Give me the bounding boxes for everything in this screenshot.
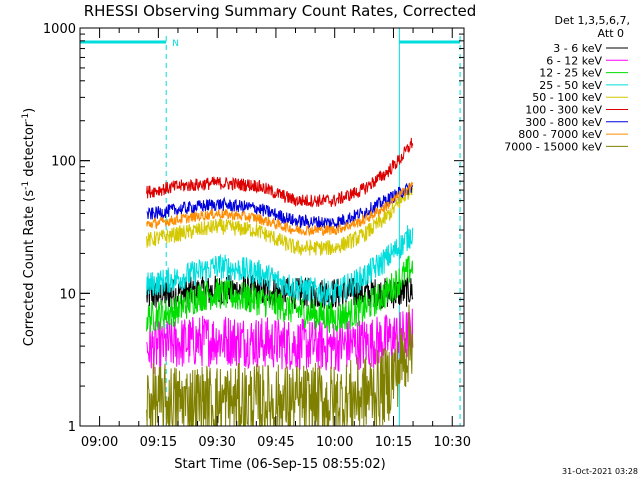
x-tick-label-3: 09:30: [198, 435, 235, 450]
series-line-1: [146, 274, 414, 310]
legend-label-7: 300 - 800 keV: [525, 116, 602, 129]
y-axis-label: Corrected Count Rate (s-1 detector-1): [21, 108, 37, 346]
series-line-3: [146, 255, 414, 333]
x-tick-label-1: 09:00: [81, 435, 118, 450]
legend-label-9: 7000 - 15000 keV: [504, 140, 602, 153]
x-tick-label-5: 10:00: [316, 435, 353, 450]
plot-frame: [79, 27, 465, 427]
x-tick-label-6: 10:15: [375, 435, 412, 450]
legend-label-1: 3 - 6 keV: [553, 42, 602, 55]
x-axis-label: Start Time (06-Sep-15 08:55:02): [174, 457, 385, 472]
footer-date: 31-Oct-2021 03:28: [562, 467, 638, 476]
axes: 1 10 100 1000 09:00 09:15 09:30 09:45 10:00 10:15…: [43, 22, 471, 450]
legend-label-3: 12 - 25 keV: [539, 67, 602, 80]
series-line-8: [146, 181, 414, 237]
x-tick-label-4: 09:45: [257, 435, 294, 450]
legend-label-4: 25 - 50 keV: [539, 79, 602, 92]
night-flag-label: N: [172, 39, 179, 49]
series-line-6: [146, 137, 414, 208]
legend-label-6: 100 - 300 keV: [525, 104, 602, 117]
series-line-4: [146, 225, 414, 307]
legend-label-8: 800 - 7000 keV: [518, 128, 602, 141]
x-tick-label-2: 09:15: [140, 435, 177, 450]
series-line-7: [146, 182, 414, 230]
y-tick-label-1: 1: [68, 420, 76, 435]
series-line-5: [146, 183, 414, 257]
legend-header-line-2: Att 0: [598, 27, 624, 40]
x-tick-label-7: 10:30: [434, 435, 471, 450]
plot-area: N: [79, 28, 461, 428]
legend-header-line-1: Det 1,3,5,6,7,: [554, 14, 630, 27]
y-tick-label-2: 10: [59, 287, 76, 302]
y-tick-label-3: 100: [51, 155, 76, 170]
series-line-2: [146, 308, 414, 374]
legend-label-2: 6 - 12 keV: [546, 54, 602, 67]
chart-title: RHESSI Observing Summary Count Rates, Co…: [84, 2, 477, 20]
y-tick-label-4: 1000: [43, 22, 76, 37]
legend-label-5: 50 - 100 keV: [532, 91, 602, 104]
